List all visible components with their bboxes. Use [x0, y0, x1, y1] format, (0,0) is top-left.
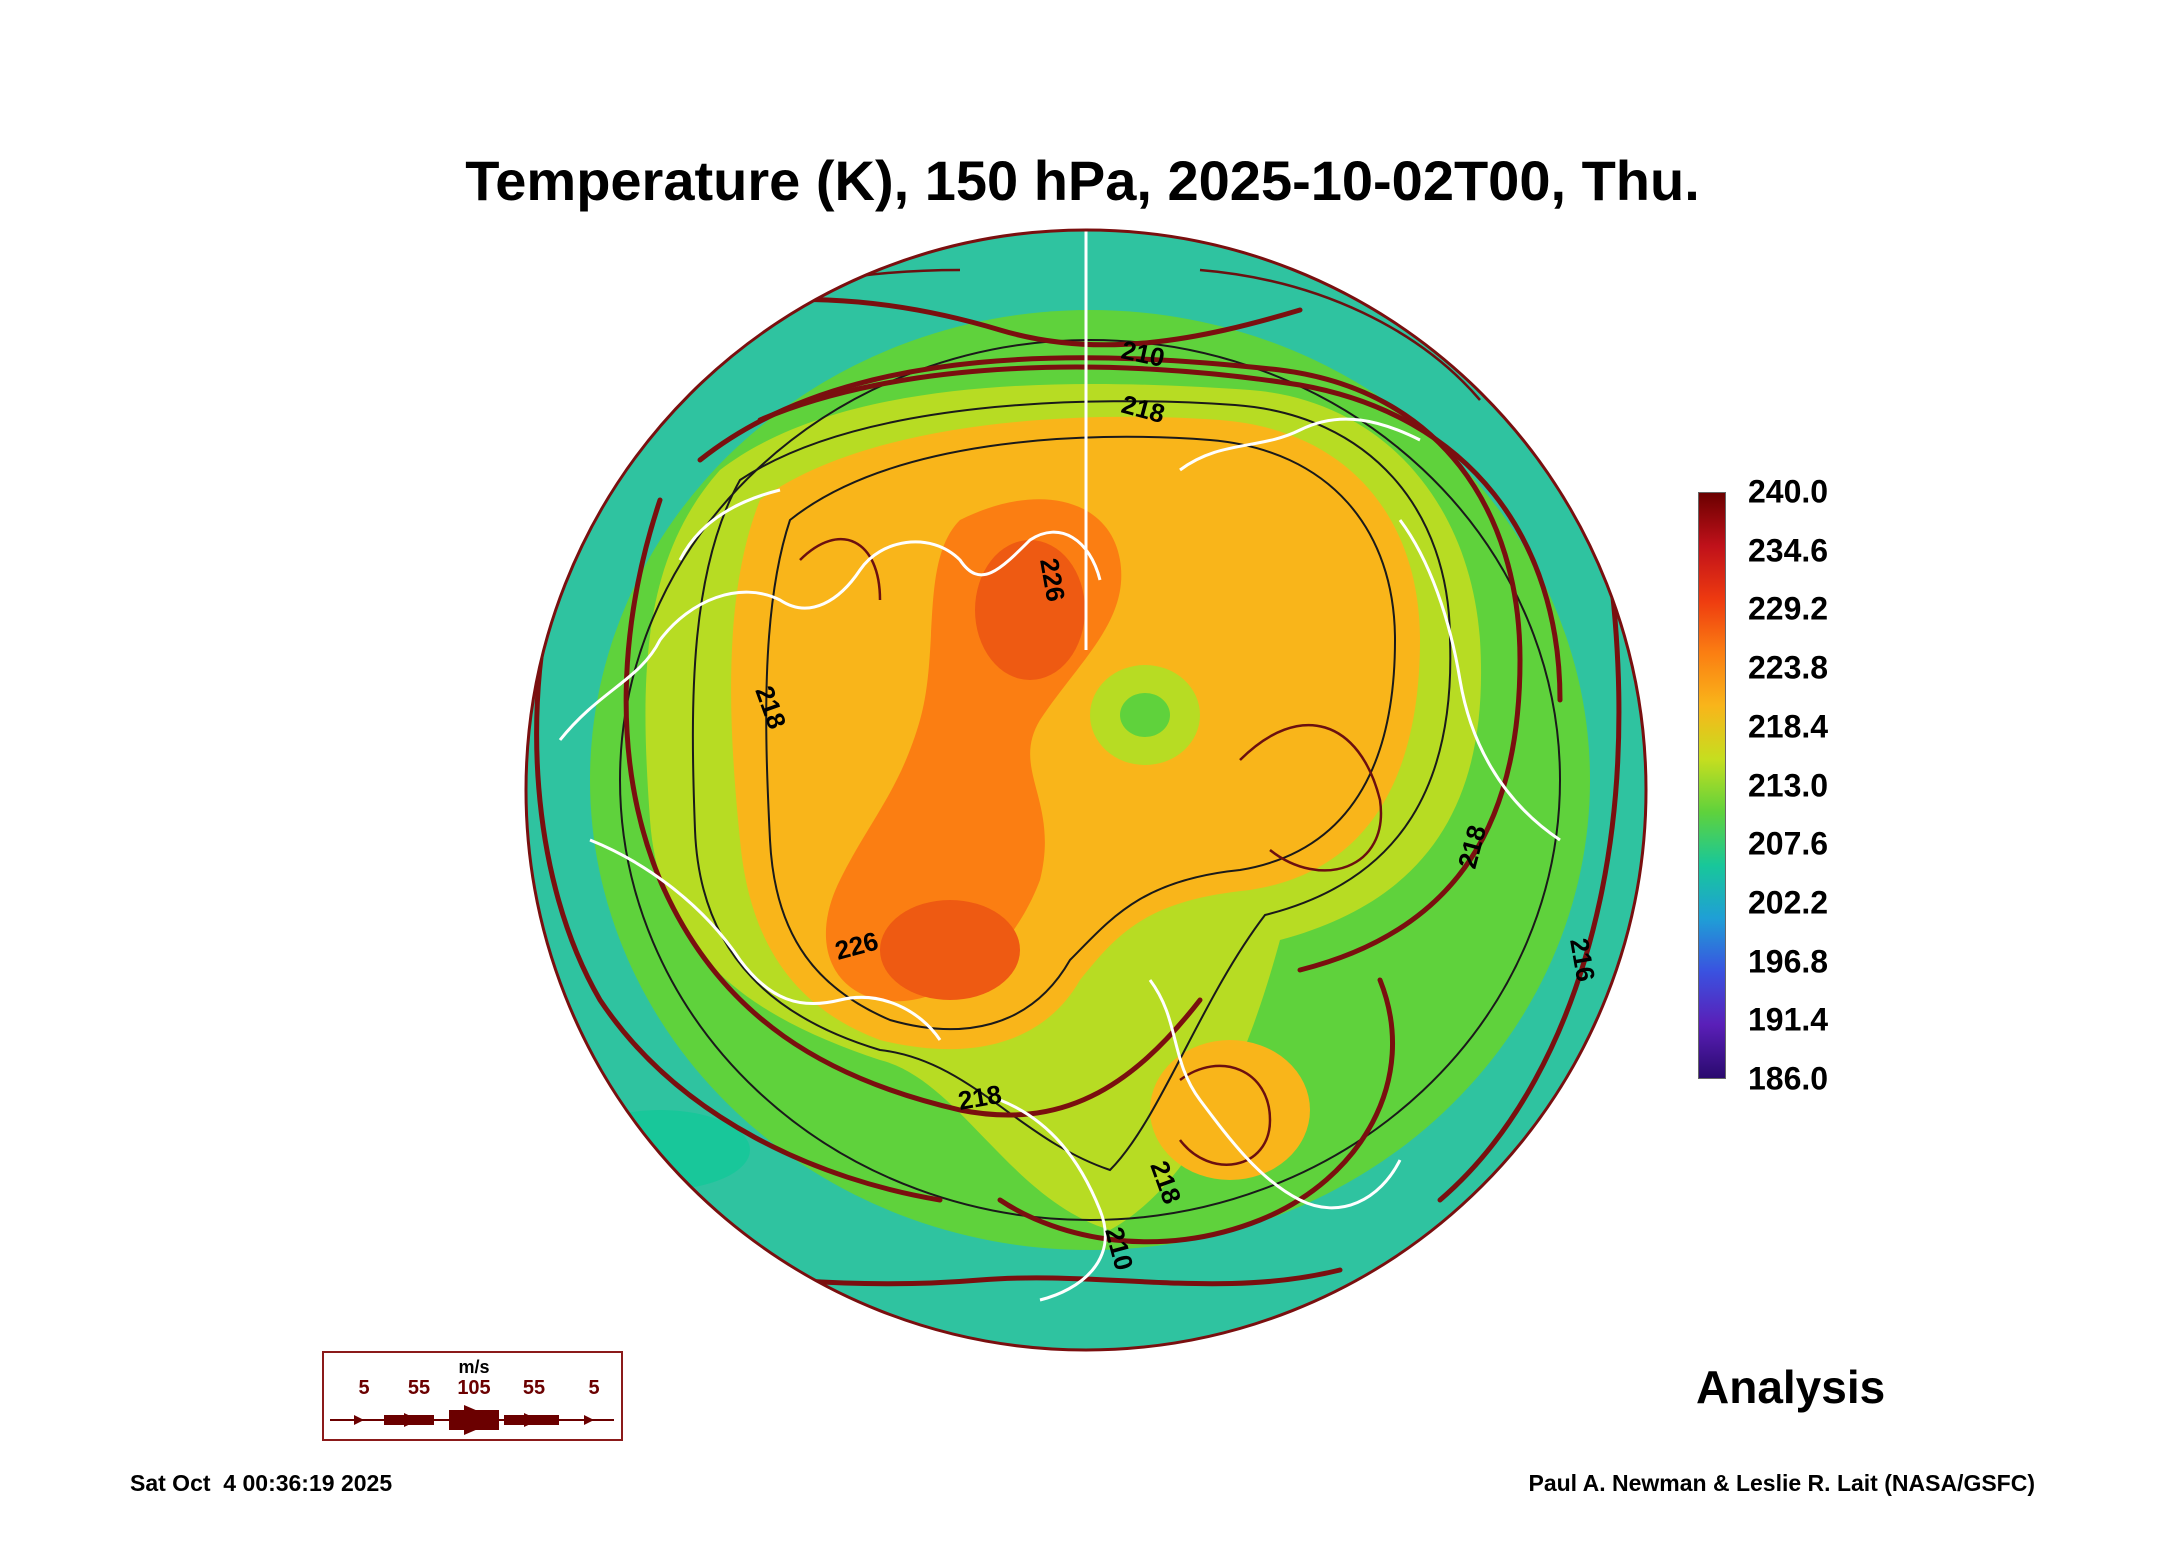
- footer-date: Sat Oct 4 00:36:19 2025: [130, 1470, 393, 1496]
- contour-label: 226: [1034, 556, 1071, 604]
- hot-spot-north: [975, 540, 1085, 680]
- coastline: [999, 1098, 1107, 1302]
- wind-speed-key: m/s 5 55 105 55 5: [322, 1351, 623, 1441]
- temperature-contour: [619, 339, 1561, 1221]
- colorbar-label: 191.4: [1748, 1001, 1829, 1038]
- wind-streamline-thin: [799, 538, 882, 601]
- wind-streamline: [534, 557, 943, 1203]
- colorbar-label: 207.6: [1748, 825, 1829, 862]
- wind-streamline: [757, 364, 1563, 703]
- wind-streamline-thin: [1199, 268, 1481, 401]
- colorbar-label: 202.2: [1748, 884, 1829, 921]
- wind-key-label: 5: [588, 1377, 600, 1399]
- coastline: [1148, 979, 1402, 1210]
- wind-streamline-thin: [1239, 723, 1383, 872]
- colorbar-label: 196.8: [1748, 943, 1829, 980]
- wind-key-label: 55: [522, 1377, 546, 1399]
- hot-spot-south: [880, 900, 1020, 1000]
- wind-key-unit: m/s: [458, 1357, 490, 1377]
- coastline: [678, 488, 781, 561]
- temperature-contour: [765, 435, 1397, 1031]
- wind-streamline: [623, 497, 1203, 1118]
- colorbar-label: 240.0: [1748, 473, 1829, 510]
- colorbar-label: 218.4: [1748, 708, 1829, 745]
- globe-outline: [524, 228, 1648, 1352]
- colorbar-gradient: [1698, 492, 1726, 1079]
- coastline: [1179, 417, 1421, 472]
- temperature-contour: [691, 400, 1452, 1172]
- wind-streamline: [997, 977, 1396, 1245]
- wind-key-label: 5: [358, 1377, 370, 1399]
- wind-key-label: 105: [457, 1377, 491, 1399]
- contour-label: 216: [1564, 936, 1601, 984]
- coastline: [1398, 519, 1561, 842]
- colorbar-label: 223.8: [1748, 649, 1829, 686]
- footer-credit: Paul A. Newman & Leslie R. Lait (NASA/GS…: [1528, 1470, 2035, 1496]
- cold-pocket-west: [570, 1110, 750, 1190]
- cool-spot-center: [1120, 693, 1170, 737]
- chart-title: Temperature (K), 150 hPa, 2025-10-02T00,…: [465, 149, 1700, 212]
- wind-key-arrow: [330, 1405, 614, 1435]
- wind-streamline-thin: [1179, 1064, 1272, 1166]
- analysis-label: Analysis: [1696, 1361, 1886, 1413]
- wind-key-label: 55: [407, 1377, 431, 1399]
- wind-streamline: [1437, 497, 1622, 1203]
- colorbar-label: 229.2: [1748, 590, 1829, 627]
- colorbar-label: 213.0: [1748, 767, 1829, 803]
- colorbar-label: 186.0: [1748, 1060, 1829, 1097]
- coastline: [589, 838, 942, 1041]
- colorbar-label: 234.6: [1748, 532, 1829, 569]
- coastline: [558, 530, 1102, 741]
- contour-label: 218: [956, 1079, 1004, 1116]
